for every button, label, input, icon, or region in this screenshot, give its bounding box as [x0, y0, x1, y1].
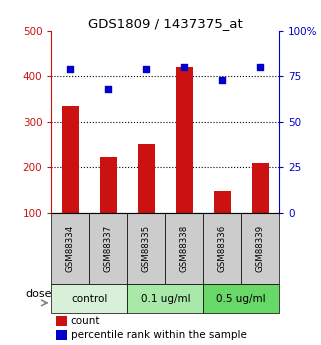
Point: [182, 65, 187, 70]
Bar: [241, 213, 279, 284]
Bar: [127, 213, 165, 284]
Point: [220, 77, 225, 83]
Bar: [51, 284, 127, 313]
Text: count: count: [71, 316, 100, 326]
Bar: [51, 213, 89, 284]
Text: control: control: [71, 294, 108, 304]
Point: [68, 66, 73, 72]
Text: GSM88337: GSM88337: [104, 225, 113, 272]
Point: [258, 65, 263, 70]
Bar: [56, 316, 67, 326]
Bar: [89, 213, 127, 284]
Text: GSM88338: GSM88338: [180, 225, 189, 272]
Point: [106, 86, 111, 92]
Point: [144, 66, 149, 72]
Text: GSM88339: GSM88339: [256, 225, 265, 272]
Bar: [62, 106, 79, 213]
Text: percentile rank within the sample: percentile rank within the sample: [71, 330, 247, 340]
Bar: [138, 144, 155, 213]
Bar: [100, 157, 117, 213]
Bar: [165, 213, 203, 284]
Bar: [203, 284, 279, 313]
Text: GSM88335: GSM88335: [142, 225, 151, 272]
Text: GSM88334: GSM88334: [66, 225, 75, 272]
Bar: [56, 330, 67, 340]
Bar: [176, 67, 193, 213]
Text: GSM88336: GSM88336: [218, 225, 227, 272]
Bar: [214, 191, 231, 213]
Bar: [127, 284, 203, 313]
Text: 0.5 ug/ml: 0.5 ug/ml: [216, 294, 266, 304]
Text: dose: dose: [25, 289, 52, 299]
Text: 0.1 ug/ml: 0.1 ug/ml: [141, 294, 190, 304]
Bar: [203, 213, 241, 284]
Title: GDS1809 / 1437375_at: GDS1809 / 1437375_at: [88, 17, 243, 30]
Bar: [252, 162, 269, 213]
